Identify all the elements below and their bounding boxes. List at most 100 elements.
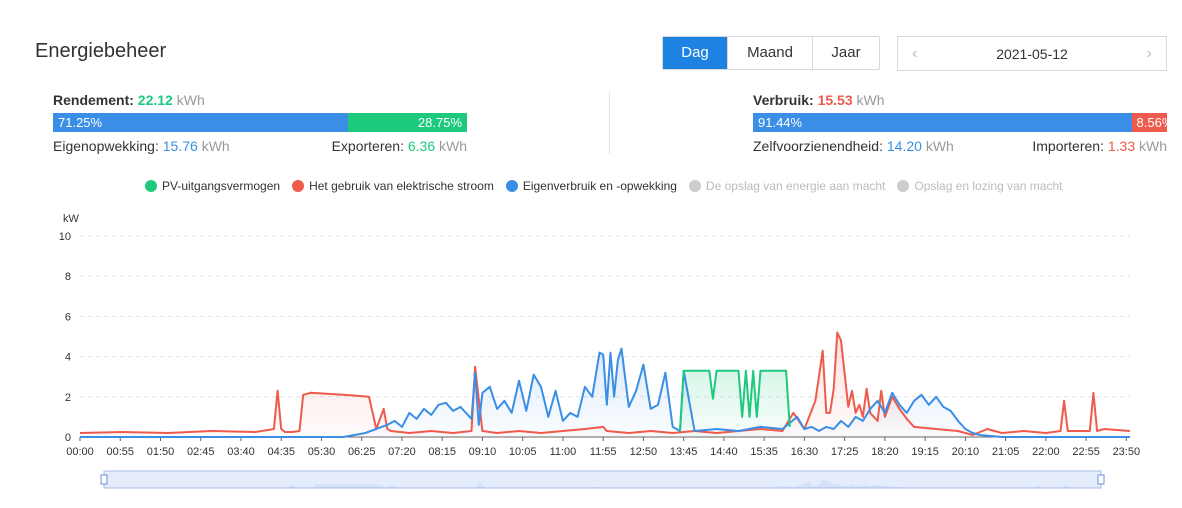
- export-label: Exporteren:: [331, 138, 404, 154]
- x-tick-label: 01:50: [147, 446, 175, 458]
- self-use-segment: 71.25%: [53, 113, 348, 132]
- x-tick-label: 12:50: [630, 446, 658, 458]
- tab-day[interactable]: Dag: [663, 37, 727, 69]
- x-tick-label: 06:25: [348, 446, 376, 458]
- x-tick-label: 08:15: [428, 446, 456, 458]
- x-tick-label: 04:35: [267, 446, 295, 458]
- yield-ratio-bar: 71.25% 28.75%: [53, 113, 467, 132]
- date-picker[interactable]: ‹ 2021-05-12 ›: [897, 36, 1167, 71]
- x-tick-label: 13:45: [670, 446, 698, 458]
- self-sufficiency-segment: 91.44%: [753, 113, 1132, 132]
- self-sufficiency-stat: Zelfvoorzienendheid: 14.20 kWh: [753, 138, 954, 154]
- legend-item-self-consumption[interactable]: Eigenverbruik en -opwekking: [505, 179, 677, 193]
- legend-label: Opslag en lozing van macht: [914, 179, 1063, 193]
- x-tick-label: 00:55: [106, 446, 134, 458]
- series-line: [80, 347, 1130, 438]
- consumption-label: Verbruik:: [753, 92, 814, 108]
- x-tick-label: 22:00: [1032, 446, 1060, 458]
- period-switch: Dag Maand Jaar: [662, 36, 880, 70]
- legend-label: De opslag van energie aan macht: [705, 179, 886, 193]
- self-generation-unit: kWh: [201, 138, 230, 154]
- x-tick-label: 19:15: [911, 446, 939, 458]
- import-unit: kWh: [1139, 138, 1167, 154]
- legend-dot: [292, 180, 305, 192]
- x-tick-label: 09:10: [469, 446, 497, 458]
- yield-unit: kWh: [176, 92, 205, 108]
- self-generation-label: Eigenopwekking:: [53, 138, 159, 154]
- x-tick-label: 17:25: [831, 446, 859, 458]
- x-tick-label: 10:05: [509, 446, 537, 458]
- date-value: 2021-05-12: [996, 45, 1068, 62]
- navigator-preview: [104, 479, 1101, 488]
- export-value: 6.36: [407, 138, 436, 154]
- legend-item-pv-output[interactable]: PV-uitgangsvermogen: [145, 179, 280, 193]
- x-tick-label: 23:50: [1113, 446, 1141, 458]
- navigator-handle-left[interactable]: [100, 474, 108, 485]
- y-tick-label: 0: [65, 432, 71, 444]
- y-tick-label: 2: [65, 392, 71, 404]
- y-axis-ticks: 0 2 4 6 8 10: [59, 231, 71, 444]
- self-sufficiency-unit: kWh: [925, 138, 954, 154]
- x-tick-label: 05:30: [308, 446, 336, 458]
- x-tick-label: 22:55: [1072, 446, 1100, 458]
- x-tick-label: 16:30: [791, 446, 819, 458]
- series-line: [79, 331, 1131, 436]
- consumption-value: 15.53: [817, 92, 853, 108]
- x-tick-label: 07:20: [388, 446, 416, 458]
- import-stat: Importeren: 1.33 kWh: [1032, 138, 1167, 154]
- consumption-ratio-bar: 91.44% 8.56%: [753, 113, 1167, 132]
- x-tick-label: 20:10: [952, 446, 980, 458]
- x-tick-label: 00:00: [66, 446, 94, 458]
- legend-item-storage-charge[interactable]: De opslag van energie aan macht: [688, 179, 886, 193]
- yield-label: Rendement:: [53, 92, 134, 108]
- series-area: [80, 332, 1130, 437]
- series-line: [679, 369, 791, 432]
- consumption-unit: kWh: [856, 92, 885, 108]
- export-unit: kWh: [439, 138, 467, 154]
- x-tick-label: 03:40: [227, 446, 255, 458]
- legend-label: PV-uitgangsvermogen: [162, 179, 281, 193]
- x-tick-label: 02:45: [187, 446, 215, 458]
- y-tick-label: 6: [65, 311, 71, 323]
- legend-dot: [145, 180, 157, 192]
- legend-dot: [897, 180, 910, 192]
- x-tick-label: 15:35: [750, 446, 778, 458]
- import-label: Importeren:: [1032, 138, 1104, 154]
- y-tick-label: 8: [65, 271, 71, 283]
- page-title: Energiebeheer: [35, 40, 167, 62]
- legend-item-electricity-use[interactable]: Het gebruik van elektrische stroom: [292, 179, 494, 193]
- export-segment: 28.75%: [347, 113, 467, 132]
- tab-year[interactable]: Jaar: [812, 37, 879, 69]
- chevron-right-icon[interactable]: ›: [1146, 44, 1152, 62]
- legend-label: Eigenverbruik en -opwekking: [522, 179, 677, 193]
- tab-month[interactable]: Maand: [727, 37, 812, 69]
- series-area: [680, 370, 790, 437]
- self-sufficiency-value: 14.20: [886, 138, 922, 154]
- import-segment: 8.56%: [1131, 113, 1167, 132]
- import-value: 1.33: [1107, 138, 1136, 154]
- navigator-handle-right[interactable]: [1097, 474, 1105, 485]
- x-axis-ticks: 00:00 00:55 01:50 02:45 03:40 04:35 05:30 06:25…: [66, 437, 1140, 458]
- navigator-window: [103, 470, 1102, 489]
- self-generation-stat: Eigenopwekking: 15.76 kWh: [53, 138, 230, 154]
- y-axis-unit: kW: [63, 213, 80, 225]
- x-tick-label: 14:40: [710, 446, 738, 458]
- legend-label: Het gebruik van elektrische stroom: [309, 179, 494, 193]
- consumption-summary: Verbruik: 15.53 kWh: [753, 92, 885, 108]
- chevron-left-icon[interactable]: ‹: [912, 44, 918, 62]
- self-sufficiency-label: Zelfvoorzienendheid:: [753, 138, 883, 154]
- yield-summary: Rendement: 22.12 kWh: [53, 92, 205, 108]
- legend-dot: [688, 180, 701, 192]
- x-tick-label: 11:55: [590, 446, 617, 458]
- panel-divider: [609, 92, 610, 154]
- self-generation-value: 15.76: [162, 138, 198, 154]
- export-stat: Exporteren: 6.36 kWh: [332, 138, 467, 154]
- legend-item-storage-discharge[interactable]: Opslag en lozing van macht: [897, 179, 1062, 193]
- chart-legend: PV-uitgangsvermogen Het gebruik van elek…: [145, 179, 1062, 193]
- range-navigator[interactable]: [100, 470, 1105, 489]
- x-tick-label: 11:00: [550, 446, 577, 458]
- yield-value: 22.12: [137, 92, 173, 108]
- series-lines: [79, 331, 1131, 438]
- legend-dot: [505, 180, 518, 192]
